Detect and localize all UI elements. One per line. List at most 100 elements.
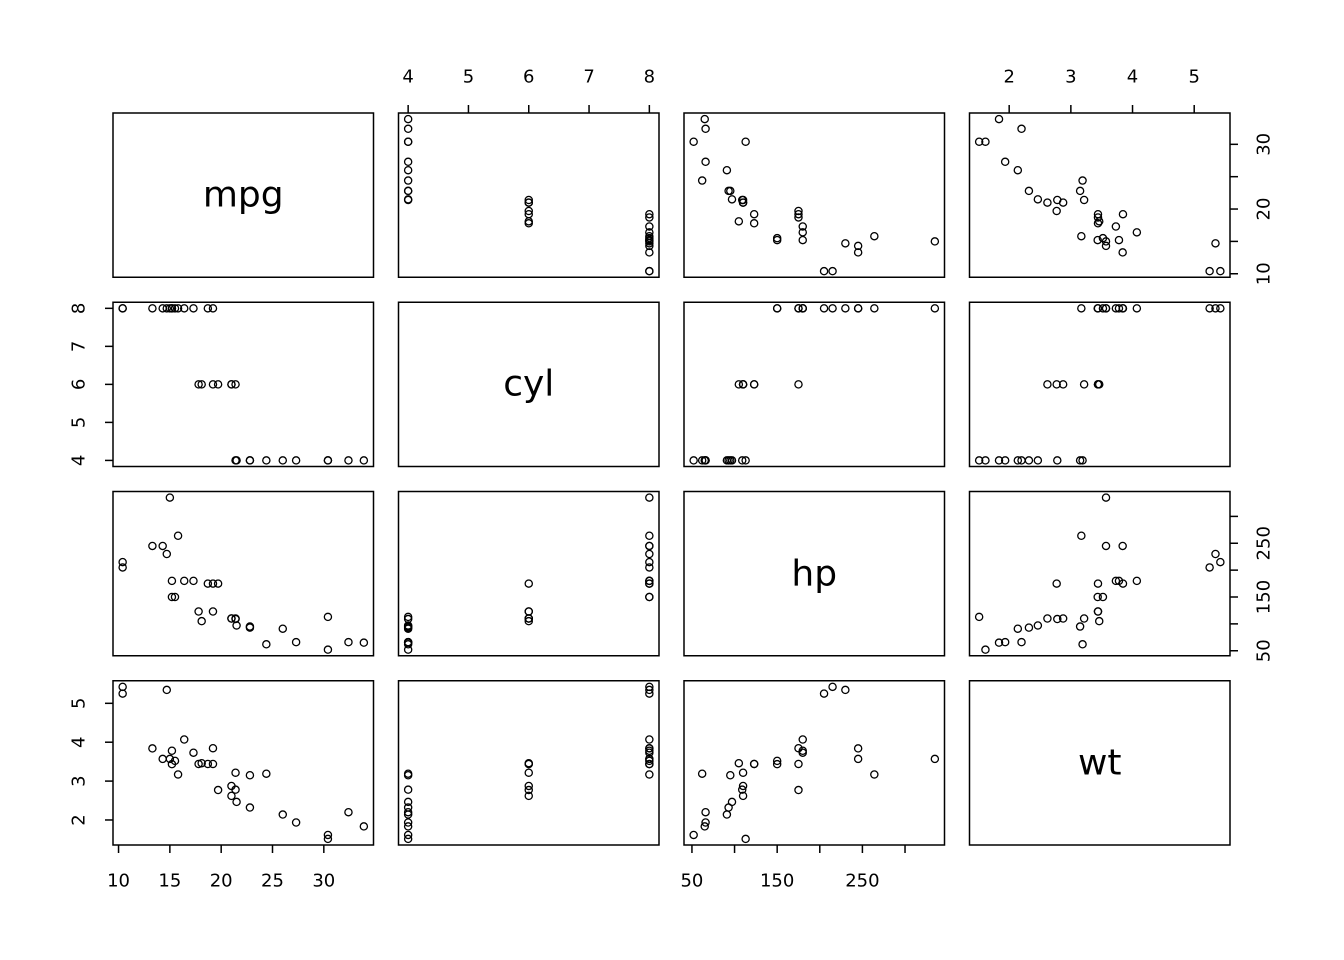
data-point (213, 579, 223, 588)
data-point (645, 735, 654, 744)
data-point (323, 612, 333, 622)
data-point (1118, 541, 1127, 551)
data-point (645, 222, 654, 231)
data-point (1017, 637, 1026, 647)
data-point (772, 756, 782, 766)
data-point (167, 592, 177, 602)
data-point (828, 304, 837, 313)
data-point (323, 456, 333, 465)
data-point (262, 640, 271, 649)
y-tick-label: 4 (69, 455, 90, 466)
data-point (179, 304, 189, 313)
y-tick-label: 150 (1254, 580, 1275, 614)
data-point (689, 456, 698, 465)
data-point (798, 222, 807, 231)
data-point (1216, 557, 1225, 567)
data-point (994, 638, 1004, 647)
data-point (1043, 380, 1052, 389)
data-point (727, 797, 737, 807)
data-point (701, 157, 710, 167)
data-point (645, 557, 654, 567)
data-point (930, 754, 940, 764)
data-point (245, 456, 255, 465)
data-point (167, 576, 177, 586)
data-point (645, 231, 654, 241)
data-point (245, 771, 255, 780)
data-point (1211, 304, 1220, 313)
data-point (737, 785, 747, 794)
data-point (359, 822, 369, 831)
data-point (738, 791, 748, 801)
data-point (1077, 231, 1086, 241)
data-point (524, 607, 534, 616)
x-tick-label: 50 (680, 871, 703, 892)
data-point (1093, 235, 1102, 245)
data-point (1098, 304, 1108, 313)
data-point (794, 743, 803, 753)
data-point (738, 380, 748, 389)
data-point (227, 791, 236, 801)
data-point (722, 810, 732, 819)
data-point (524, 198, 534, 207)
data-point (828, 266, 837, 276)
data-point (772, 235, 782, 245)
data-point (645, 685, 654, 695)
variable-label-wt: wt (1077, 742, 1122, 784)
y-tick-label: 30 (1254, 133, 1275, 156)
data-point (701, 818, 710, 827)
data-point (1114, 304, 1124, 313)
data-point (794, 209, 803, 219)
data-point (403, 165, 413, 175)
data-point (1000, 637, 1010, 647)
x-tick-label: 15 (158, 871, 181, 892)
data-point (794, 380, 803, 389)
data-point (203, 579, 213, 588)
data-point (524, 206, 534, 216)
data-point (1101, 304, 1111, 313)
data-point (344, 637, 353, 647)
data-point (974, 137, 984, 146)
data-point (870, 231, 879, 241)
data-point (524, 781, 534, 791)
x-tick-label: 5 (463, 67, 474, 88)
data-point (403, 834, 413, 844)
data-point (738, 768, 748, 777)
data-point (772, 759, 782, 769)
data-point (403, 621, 413, 630)
data-point (1075, 456, 1085, 465)
y-axis-wt-left: 2 3 4 5 (69, 698, 113, 826)
diag-panel-mpg (112, 112, 375, 278)
data-point (162, 685, 172, 695)
data-point (262, 456, 271, 465)
data-point (1111, 576, 1121, 586)
data-point (727, 195, 737, 204)
data-point (231, 380, 240, 389)
data-point (853, 744, 863, 753)
x-axis-cyl-top: 4 5 6 7 8 (402, 67, 655, 113)
variable-label-cyl: cyl (503, 363, 555, 405)
data-point (194, 607, 203, 616)
data-point (1033, 456, 1043, 465)
data-point (645, 541, 654, 551)
data-point (278, 456, 288, 465)
data-point (689, 830, 698, 840)
data-point (403, 195, 413, 205)
data-point (645, 237, 654, 246)
data-point (1093, 380, 1103, 389)
data-point (689, 137, 698, 146)
data-point (231, 614, 240, 624)
data-point (403, 771, 413, 780)
data-point (645, 248, 654, 257)
data-point (278, 810, 288, 819)
data-point (403, 614, 413, 624)
data-point (749, 759, 759, 769)
data-point (1098, 592, 1108, 602)
data-point (1053, 614, 1062, 624)
data-point (208, 607, 218, 616)
data-point (1101, 237, 1111, 246)
data-point (403, 186, 413, 196)
data-point (179, 576, 189, 586)
data-point (1017, 124, 1026, 134)
data-point (165, 754, 175, 764)
